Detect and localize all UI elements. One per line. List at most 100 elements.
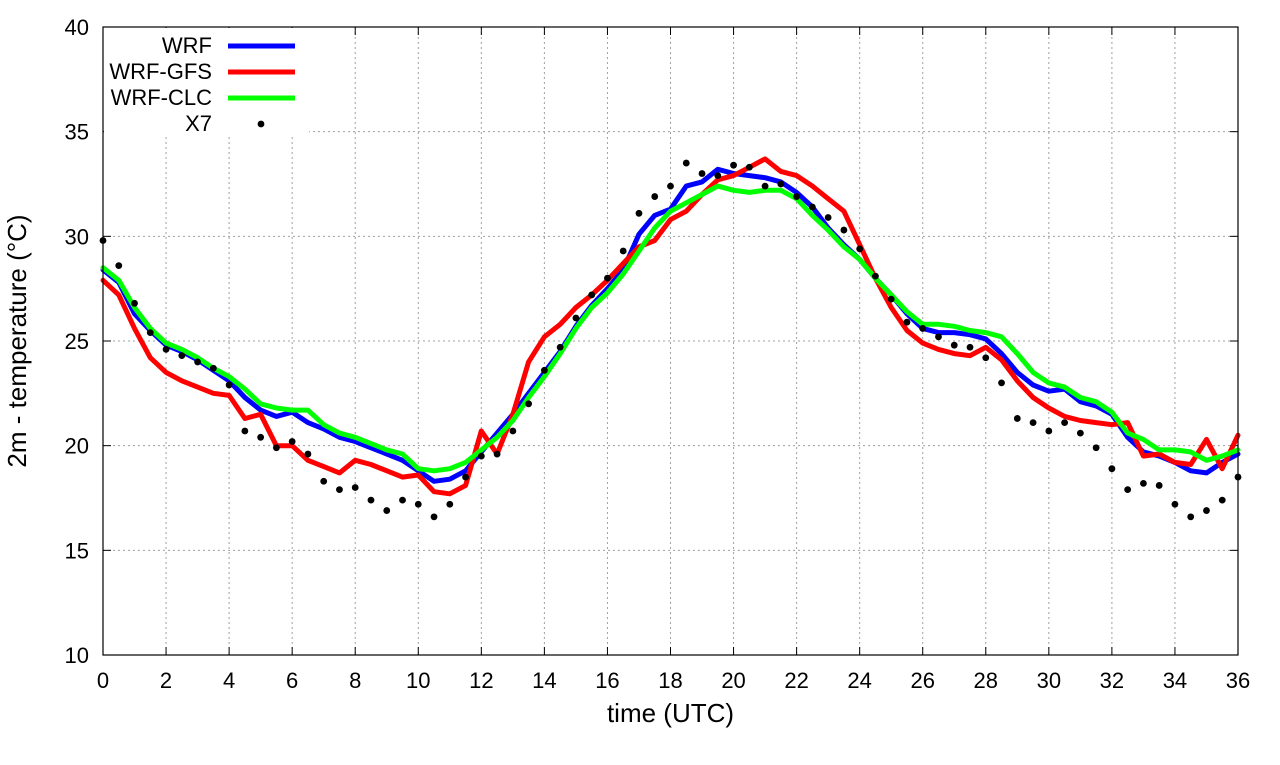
x-tick-label: 20: [721, 668, 745, 693]
x-tick-label: 6: [286, 668, 298, 693]
data-point-x7: [367, 496, 375, 504]
data-point-x7: [761, 182, 769, 190]
data-point-x7: [903, 318, 911, 326]
data-point-x7: [383, 507, 391, 514]
x-tick-label: 10: [406, 668, 430, 693]
data-point-x7: [588, 291, 596, 299]
data-point-x7: [1108, 465, 1116, 473]
x-tick-label: 28: [974, 668, 998, 693]
tick-labels: 0 2 4 6 8 10 12 14 16 18 20 22 24 26 28 30 32 34 361015202…: [65, 15, 1251, 693]
y-tick-label: 20: [65, 434, 89, 459]
data-point-x7: [336, 486, 343, 494]
data-point-x7: [824, 214, 832, 221]
data-point-x7: [950, 341, 958, 349]
data-point-x7: [351, 484, 359, 491]
data-point-x7: [540, 366, 548, 374]
x-tick-label: 36: [1226, 668, 1250, 693]
legend-label-x7: X7: [185, 111, 212, 136]
series-wrf-gfs: [100, 156, 1241, 497]
data-point-x7: [1045, 427, 1053, 435]
data-point-x7: [1061, 419, 1068, 427]
x-tick-label: 26: [910, 668, 934, 693]
legend-swatch-x7: [257, 120, 265, 128]
data-point-x7: [1124, 486, 1132, 494]
data-point-x7: [604, 274, 611, 282]
data-point-x7: [777, 180, 785, 188]
data-point-x7: [1013, 415, 1021, 422]
data-point-x7: [887, 295, 895, 303]
y-tick-label: 15: [65, 538, 89, 563]
data-point-x7: [982, 354, 990, 362]
data-point-x7: [162, 345, 170, 353]
data-point-x7: [525, 400, 533, 408]
data-point-x7: [840, 226, 848, 234]
data-point-x7: [619, 247, 627, 255]
series-line-wrf-clc: [100, 183, 1241, 474]
data-point-x7: [966, 343, 974, 351]
x-tick-label: 22: [784, 668, 808, 693]
x-tick-label: 24: [847, 668, 871, 693]
data-point-x7: [1140, 479, 1147, 487]
series-x7: [99, 159, 1242, 521]
data-point-x7: [1076, 429, 1084, 437]
data-point-x7: [430, 513, 438, 521]
data-point-x7: [178, 352, 186, 360]
data-point-x7: [651, 193, 659, 200]
x-tick-label: 30: [1037, 668, 1061, 693]
data-point-x7: [493, 450, 501, 458]
data-point-x7: [872, 272, 879, 280]
x-tick-label: 16: [595, 668, 619, 693]
data-point-x7: [241, 427, 249, 435]
plot-frame: [102, 26, 1239, 656]
data-point-x7: [919, 325, 927, 332]
data-point-x7: [477, 452, 485, 460]
data-point-x7: [698, 170, 706, 177]
x-tick-label: 18: [658, 668, 682, 693]
data-point-x7: [998, 379, 1005, 387]
grid-lines: [103, 27, 1238, 655]
data-point-x7: [304, 450, 312, 458]
data-point-x7: [667, 182, 674, 190]
data-point-x7: [288, 438, 296, 445]
y-tick-label: 25: [65, 329, 89, 354]
data-point-x7: [115, 262, 123, 270]
y-tick-label: 35: [65, 120, 89, 145]
data-point-x7: [1187, 513, 1195, 521]
data-point-x7: [730, 161, 737, 169]
data-point-x7: [1155, 482, 1163, 489]
y-axis-title: 2m - temperature (°C): [2, 214, 32, 467]
data-point-x7: [414, 500, 422, 508]
series-group: [99, 156, 1242, 521]
data-point-x7: [1171, 500, 1179, 508]
data-point-x7: [1203, 507, 1210, 514]
data-point-x7: [556, 343, 564, 351]
x-tick-label: 0: [97, 668, 109, 693]
data-point-x7: [1092, 444, 1100, 452]
x-tick-label: 12: [469, 668, 493, 693]
data-point-x7: [462, 473, 469, 481]
x-tick-label: 2: [160, 668, 172, 693]
legend-label-wrf: WRF: [162, 33, 212, 58]
data-point-x7: [209, 364, 217, 372]
data-point-x7: [509, 427, 517, 435]
data-point-x7: [682, 159, 690, 167]
y-tick-label: 30: [65, 224, 89, 249]
legend-label-wrf-gfs: WRF-GFS: [109, 59, 212, 84]
data-point-x7: [273, 444, 280, 452]
data-point-x7: [146, 329, 154, 337]
data-point-x7: [935, 333, 942, 341]
data-point-x7: [399, 496, 406, 504]
data-point-x7: [446, 500, 454, 508]
data-point-x7: [808, 203, 816, 211]
x-tick-label: 32: [1100, 668, 1124, 693]
data-point-x7: [793, 193, 801, 200]
data-point-x7: [1218, 496, 1226, 504]
data-point-x7: [714, 172, 722, 180]
data-point-x7: [572, 314, 580, 322]
x-tick-label: 14: [532, 668, 556, 693]
series-line-wrf-gfs: [100, 156, 1241, 497]
x-tick-label: 4: [223, 668, 235, 693]
